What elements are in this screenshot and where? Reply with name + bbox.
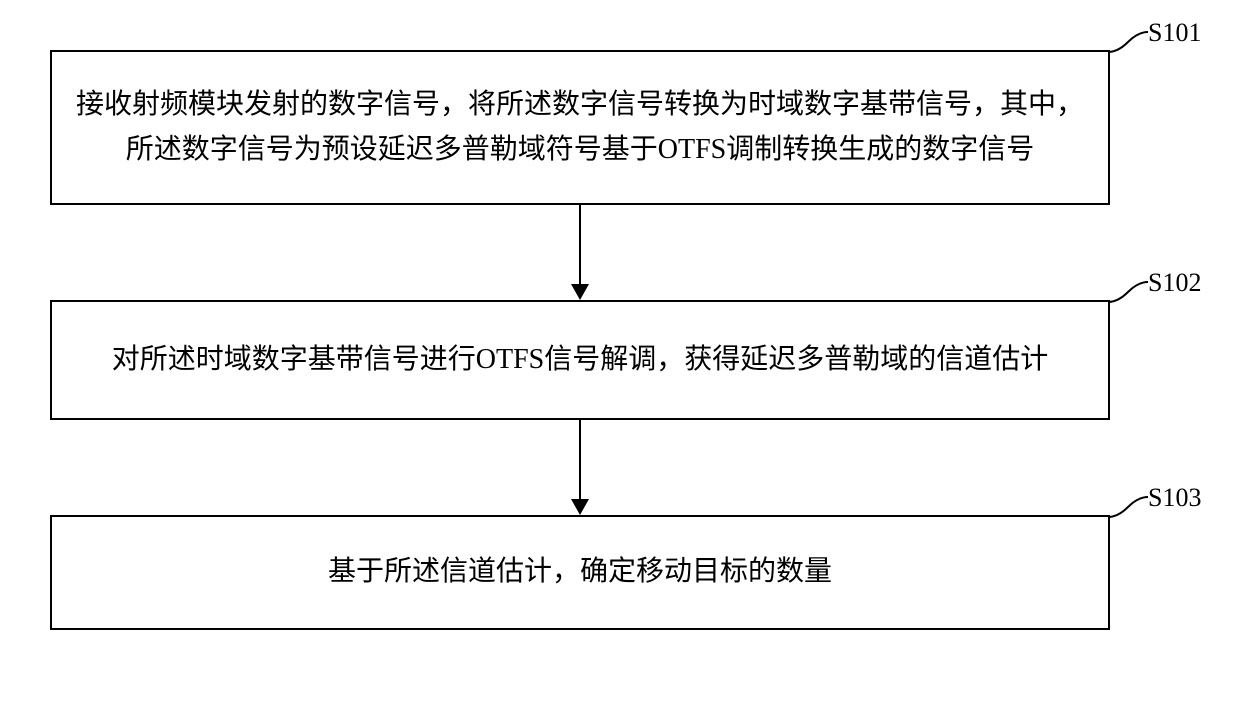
flowchart-container: 接收射频模块发射的数字信号，将所述数字信号转换为时域数字基带信号，其中，所述数字… [0, 0, 1240, 714]
step-label-s103: S103 [1148, 483, 1201, 513]
step-label-s102: S102 [1148, 268, 1201, 298]
arrow-head [571, 284, 589, 300]
arrow-line [579, 420, 581, 499]
label-connector-s103 [1100, 489, 1150, 525]
arrow-s102-to-s103 [571, 420, 589, 515]
step-box-s101: 接收射频模块发射的数字信号，将所述数字信号转换为时域数字基带信号，其中，所述数字… [50, 50, 1110, 205]
arrow-s101-to-s102 [571, 205, 589, 300]
step-text-s101: 接收射频模块发射的数字信号，将所述数字信号转换为时域数字基带信号，其中，所述数字… [72, 83, 1088, 173]
label-connector-s102 [1100, 274, 1150, 310]
arrow-head [571, 499, 589, 515]
arrow-line [579, 205, 581, 284]
step-box-s103: 基于所述信道估计，确定移动目标的数量 [50, 515, 1110, 630]
step-label-s101: S101 [1148, 18, 1201, 48]
label-connector-s101 [1100, 24, 1150, 60]
step-text-s102: 对所述时域数字基带信号进行OTFS信号解调，获得延迟多普勒域的信道估计 [112, 338, 1048, 383]
step-box-s102: 对所述时域数字基带信号进行OTFS信号解调，获得延迟多普勒域的信道估计 [50, 300, 1110, 420]
step-text-s103: 基于所述信道估计，确定移动目标的数量 [328, 550, 832, 595]
